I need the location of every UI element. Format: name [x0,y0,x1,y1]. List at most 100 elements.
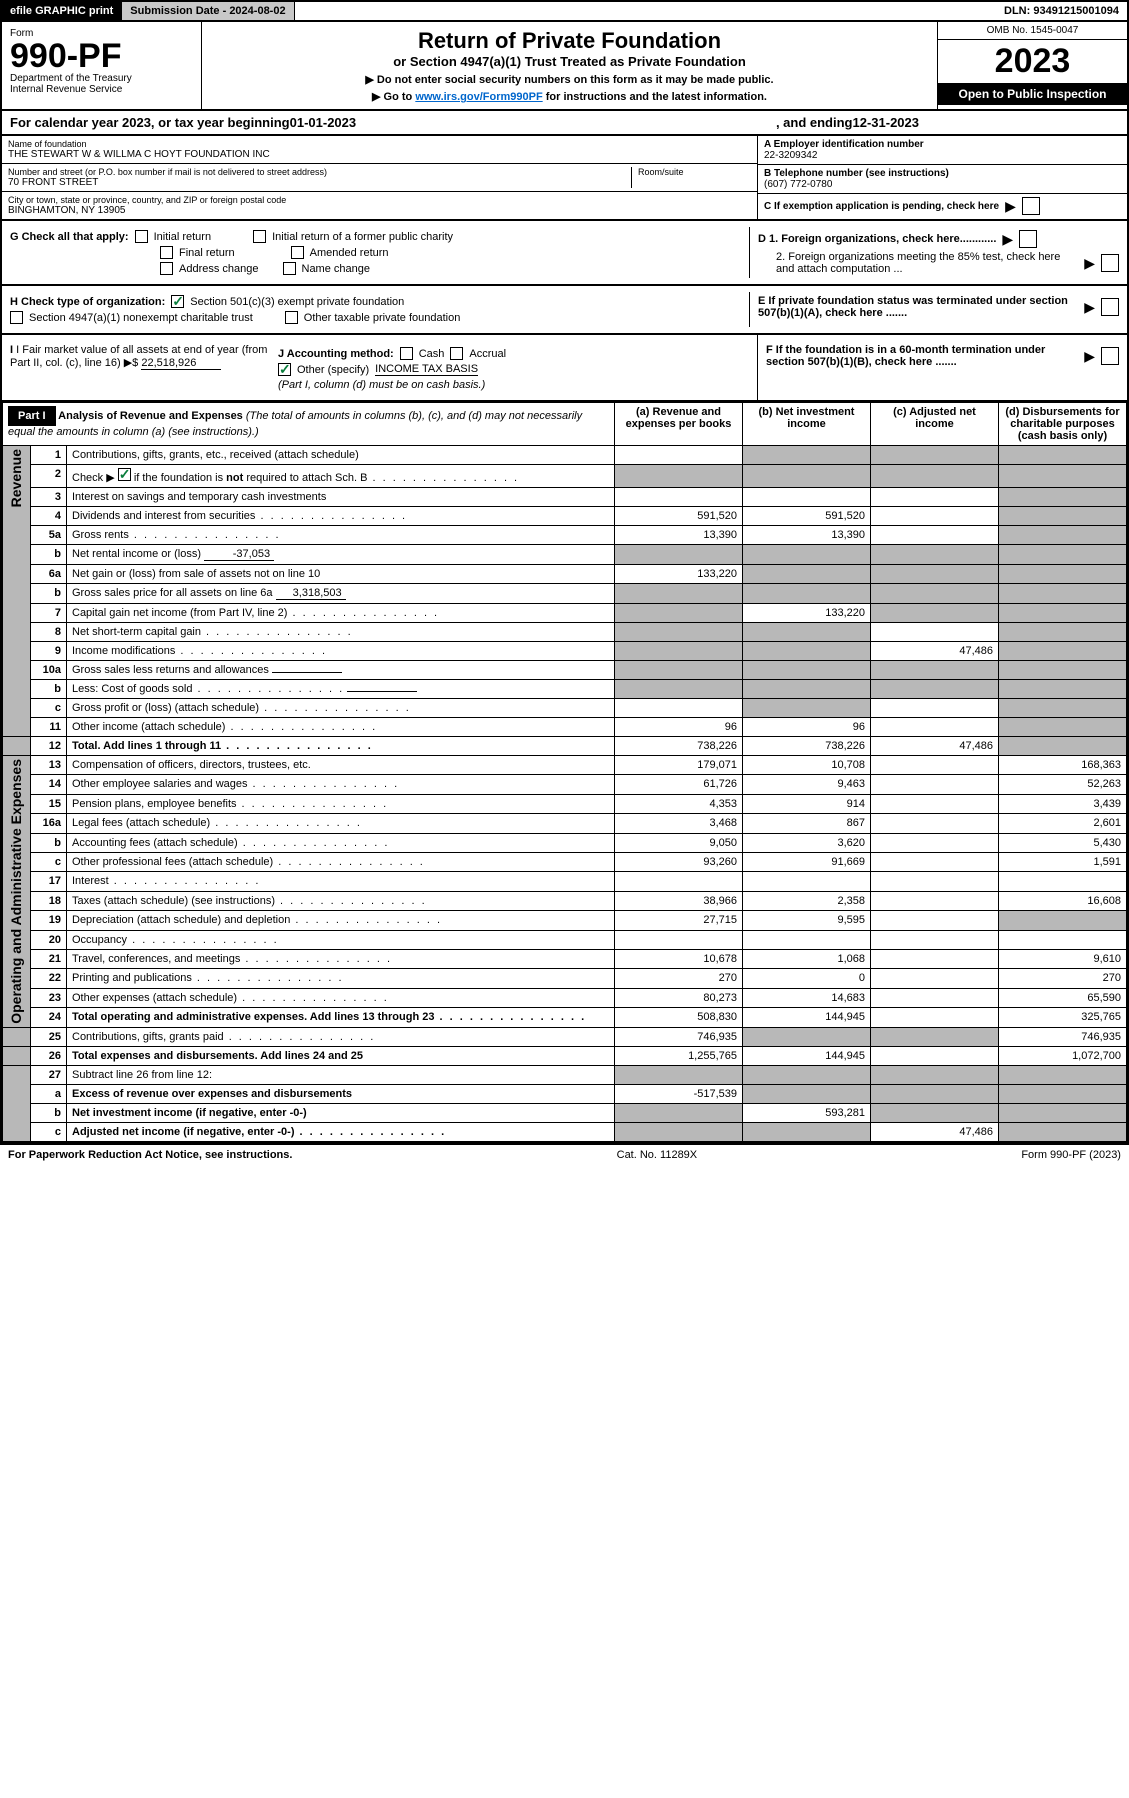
j-other-checkbox[interactable] [278,363,291,376]
form-title: Return of Private Foundation [212,28,927,54]
g-amended-checkbox[interactable] [291,246,304,259]
cell-d: 3,439 [999,794,1127,813]
table-row: 3Interest on savings and temporary cash … [3,488,1127,507]
cell-c: 47,486 [871,1122,999,1141]
cell-b: 738,226 [743,737,871,756]
r2-end: required to attach Sch. B [243,472,367,484]
line-desc: Legal fees (attach schedule) [67,814,615,833]
form-title-block: Return of Private Foundation or Section … [202,22,937,109]
instructions-link[interactable]: www.irs.gov/Form990PF [415,91,542,103]
cell-b: 3,620 [743,833,871,852]
table-row: 23Other expenses (attach schedule) 80,27… [3,988,1127,1007]
cell-b: 9,463 [743,775,871,794]
line-num: 15 [31,794,67,813]
catalog-number: Cat. No. 11289X [617,1149,698,1161]
h-4947-checkbox[interactable] [10,311,23,324]
cell-b: 91,669 [743,853,871,872]
table-row: Revenue 1 Contributions, gifts, grants, … [3,446,1127,465]
revenue-label: Revenue [8,449,24,507]
line-desc: Compensation of officers, directors, tru… [67,756,615,775]
j-cash-checkbox[interactable] [400,347,413,360]
cell-c: 47,486 [871,737,999,756]
table-row: 2 Check ▶ if the foundation is not requi… [3,465,1127,488]
line-desc: Contributions, gifts, grants, etc., rece… [67,446,615,465]
col-b-header: (b) Net investment income [743,403,871,446]
phone-cell: B Telephone number (see instructions) (6… [758,165,1127,194]
i-label: I Fair market value of all assets at end… [10,344,267,369]
line-desc: Other employee salaries and wages [67,775,615,794]
table-row: 7Capital gain net income (from Part IV, … [3,604,1127,623]
r2-pre: Check ▶ [72,472,118,484]
g-name-checkbox[interactable] [283,262,296,275]
ein-label: A Employer identification number [764,139,1121,150]
efile-label: efile GRAPHIC print [2,2,122,20]
cell-a: 746,935 [615,1027,743,1046]
e-checkbox[interactable] [1101,298,1119,316]
f-checkbox[interactable] [1101,347,1119,365]
cell-a: 1,255,765 [615,1046,743,1065]
line-desc: Printing and publications [67,969,615,988]
g-address-checkbox[interactable] [160,262,173,275]
cell-a: 61,726 [615,775,743,794]
line-num: 25 [31,1027,67,1046]
line-num: 23 [31,988,67,1007]
form-id-block: Form 990-PF Department of the Treasury I… [2,22,202,109]
table-row: 12Total. Add lines 1 through 11 738,2267… [3,737,1127,756]
city-label: City or town, state or province, country… [8,195,751,205]
h-opt1: Section 501(c)(3) exempt private foundat… [190,296,404,308]
d2-checkbox[interactable] [1101,254,1119,272]
table-row: 22Printing and publications 2700270 [3,969,1127,988]
expenses-label: Operating and Administrative Expenses [8,759,24,1024]
arrow-icon: ▶ [1005,198,1016,215]
ein: 22-3209342 [764,150,1121,161]
j-other-value: INCOME TAX BASIS [375,363,478,376]
line-desc: Gross rents [67,526,615,545]
dln: DLN: 93491215001094 [996,2,1127,20]
h-other-checkbox[interactable] [285,311,298,324]
col-d-header: (d) Disbursements for charitable purpose… [999,403,1127,446]
city-cell: City or town, state or province, country… [2,192,757,219]
cell-a: 133,220 [615,565,743,584]
r5b-inline: -37,053 [204,548,274,561]
cell-d: 746,935 [999,1027,1127,1046]
line-desc: Interest [67,872,615,891]
address: 70 FRONT STREET [8,177,631,188]
c-checkbox[interactable] [1022,197,1040,215]
schb-checkbox[interactable] [118,468,131,481]
g-final-checkbox[interactable] [160,246,173,259]
line-num: 5a [31,526,67,545]
g-label: G Check all that apply: [10,231,129,243]
g-initial-checkbox[interactable] [135,230,148,243]
line-num: b [31,545,67,565]
line-num: 21 [31,950,67,969]
table-row: 25Contributions, gifts, grants paid 746,… [3,1027,1127,1046]
line-desc: Income modifications [67,642,615,661]
j-accrual-checkbox[interactable] [450,347,463,360]
d1-checkbox[interactable] [1019,230,1037,248]
table-row: 5aGross rents 13,39013,390 [3,526,1127,545]
table-row: cOther professional fees (attach schedul… [3,853,1127,872]
g-initial-former-checkbox[interactable] [253,230,266,243]
cell-b: 9,595 [743,911,871,930]
h-501c3-checkbox[interactable] [171,295,184,308]
line-desc: Excess of revenue over expenses and disb… [67,1084,615,1103]
table-row: 27Subtract line 26 from line 12: [3,1065,1127,1084]
cell-b: 133,220 [743,604,871,623]
cell-d: 65,590 [999,988,1127,1007]
line-num: 12 [31,737,67,756]
cal-mid: , and ending [776,115,853,130]
g-opt1: Initial return of a former public charit… [272,231,453,243]
g-opt2: Final return [179,247,235,259]
line-desc: Adjusted net income (if negative, enter … [67,1122,615,1141]
line-num: c [31,699,67,718]
line-num: 10a [31,661,67,680]
table-row: 10aGross sales less returns and allowanc… [3,661,1127,680]
form-ref: Form 990-PF (2023) [1021,1149,1121,1161]
cal-pre: For calendar year 2023, or tax year begi… [10,115,290,130]
section-f: F If the foundation is in a 60-month ter… [757,335,1127,400]
section-g-d: G Check all that apply: Initial return I… [0,221,1129,286]
foundation-info: Name of foundation THE STEWART W & WILLM… [0,136,1129,221]
phone-label: B Telephone number (see instructions) [764,168,1121,179]
line-desc: Net short-term capital gain [67,623,615,642]
cell-b: 10,708 [743,756,871,775]
